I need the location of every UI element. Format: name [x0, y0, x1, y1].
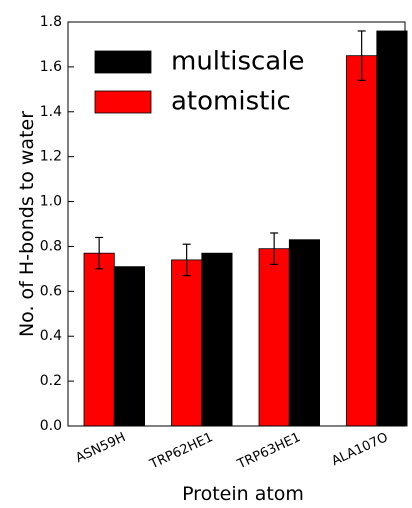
x-tick-label: TRP62HE1: [147, 430, 216, 473]
legend-label: multiscale: [171, 47, 304, 77]
bar: [346, 55, 378, 427]
legend-swatch: [94, 90, 152, 114]
y-tick-label: 1.0: [40, 194, 62, 210]
y-tick-label: 1.8: [40, 14, 62, 30]
bar: [376, 30, 408, 427]
y-tick-label: 0.4: [40, 328, 62, 344]
y-tick-label: 1.6: [40, 59, 62, 75]
plot-frame: [67, 21, 406, 427]
bar: [83, 252, 115, 427]
y-axis-label: No. of H-bonds to water: [16, 111, 38, 337]
y-tick-label: 0.8: [40, 238, 62, 254]
x-tick-label: TRP63HE1: [234, 430, 303, 473]
bar: [201, 252, 233, 427]
legend-label: atomistic: [171, 87, 291, 117]
bar: [258, 248, 290, 427]
x-tick-label: ASN59H: [73, 430, 128, 466]
y-tick-label: 0.0: [40, 418, 62, 434]
y-tick-label: 1.4: [40, 104, 62, 120]
bar: [288, 239, 320, 427]
y-tick-label: 0.2: [40, 373, 62, 389]
x-tick-label: ALA107O: [329, 430, 390, 469]
legend-swatch: [94, 50, 152, 74]
bar: [171, 259, 203, 427]
y-tick-label: 0.6: [40, 283, 62, 299]
bar: [113, 266, 146, 427]
x-axis-label: Protein atom: [182, 483, 304, 505]
y-tick-label: 1.2: [40, 149, 62, 165]
